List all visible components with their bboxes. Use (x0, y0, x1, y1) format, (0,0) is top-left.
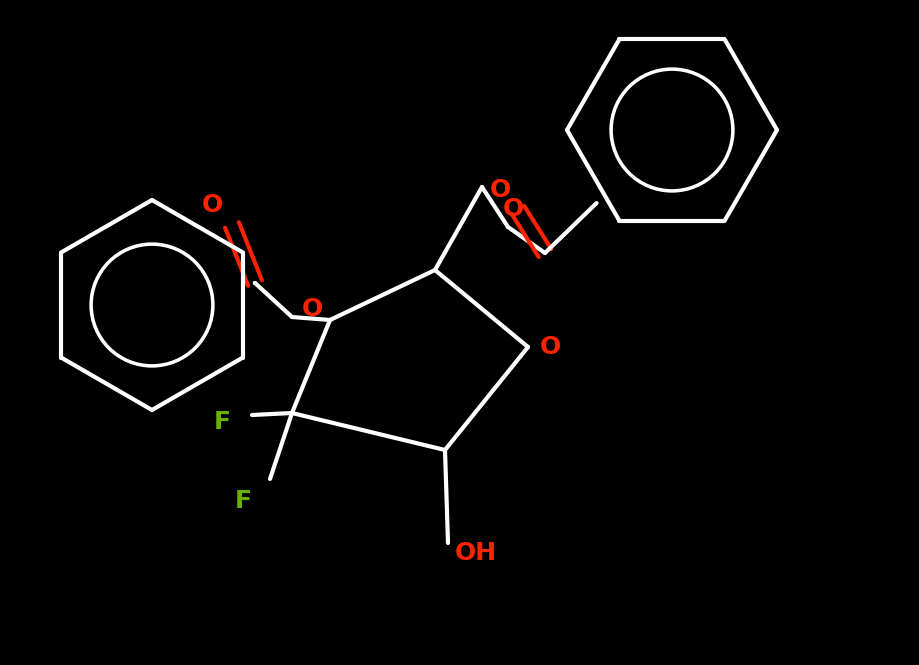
Text: O: O (539, 335, 560, 359)
Text: O: O (502, 197, 523, 221)
Text: F: F (213, 410, 231, 434)
Text: O: O (301, 297, 323, 321)
Text: OH: OH (454, 541, 496, 565)
Text: O: O (489, 178, 510, 202)
Text: O: O (201, 193, 222, 217)
Text: F: F (234, 489, 251, 513)
